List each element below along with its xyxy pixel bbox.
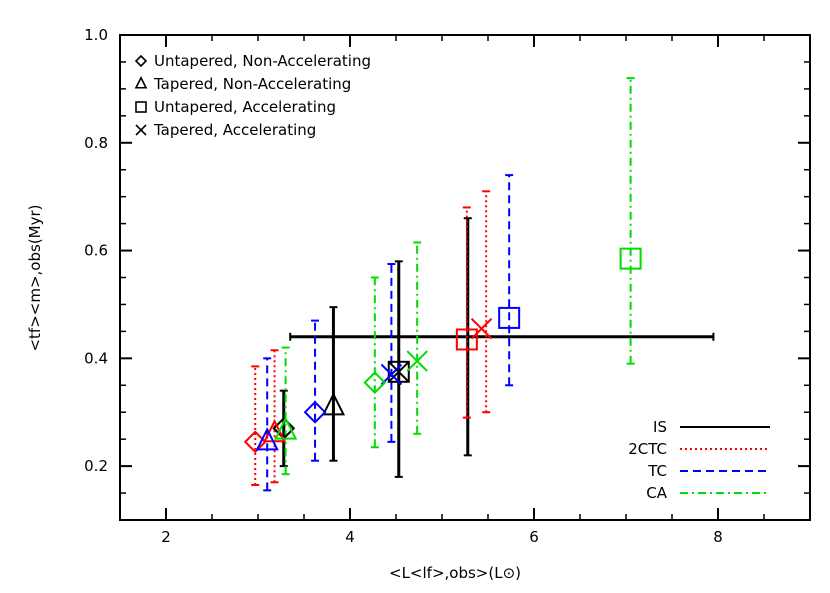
x-tick-label: 8 xyxy=(713,528,723,546)
legend-marker-square xyxy=(135,101,147,113)
x-axis-label: <L<lf>,obs>(L⊙) xyxy=(389,564,521,582)
line-style-legend: IS 2CTC TC CA xyxy=(628,418,770,502)
marker-legend: Untapered, Non-Accelerating Tapered, Non-… xyxy=(134,52,371,139)
point-is-x xyxy=(388,361,410,383)
legend-marker-x xyxy=(135,124,147,136)
point-ca-x-stroke xyxy=(406,350,428,372)
x-tick-label: 4 xyxy=(345,528,355,546)
point-is-triangle xyxy=(321,392,346,416)
point-is-x-stroke xyxy=(388,361,410,383)
point-2ctc-square xyxy=(455,328,478,351)
y-tick-label: 1.0 xyxy=(84,26,108,44)
legend-marker-x-stroke xyxy=(135,124,147,136)
y-tick-label: 0.6 xyxy=(84,242,108,260)
legend-marker-label: Untapered, Accelerating xyxy=(154,98,336,116)
legend-marker-label: Untapered, Non-Accelerating xyxy=(154,52,371,70)
point-ca-x xyxy=(406,350,428,372)
legend-marker-triangle xyxy=(134,75,148,89)
point-tc-diamond xyxy=(303,400,327,424)
point-tc-triangle xyxy=(255,427,279,451)
point-tc-square xyxy=(498,306,521,329)
point-ca-triangle xyxy=(273,416,298,440)
axis-ticks xyxy=(119,34,811,521)
error-bars xyxy=(251,77,715,492)
data-markers xyxy=(243,247,642,454)
y-axis-label: <tf><m>,obs(Myr) xyxy=(26,204,44,351)
y-tick-label: 0.8 xyxy=(84,134,108,152)
point-ca-square xyxy=(619,247,642,270)
legend-series-label: 2CTC xyxy=(628,440,667,458)
x-tick-labels: 2 4 6 8 xyxy=(161,528,723,546)
legend-series-label: IS xyxy=(653,418,667,436)
legend-marker-label: Tapered, Accelerating xyxy=(153,121,316,139)
legend-series-label: CA xyxy=(646,484,667,502)
y-tick-labels: 0.2 0.4 0.6 0.8 1.0 xyxy=(84,26,108,475)
point-ca-diamond xyxy=(363,371,387,394)
legend-marker-diamond xyxy=(134,54,148,68)
y-tick-label: 0.4 xyxy=(84,349,108,367)
point-2ctc-x xyxy=(470,317,493,340)
x-tick-label: 6 xyxy=(529,528,539,546)
point-2ctc-x-stroke xyxy=(470,317,493,340)
y-tick-label: 0.2 xyxy=(84,457,108,475)
legend-series-label: TC xyxy=(647,462,667,480)
x-tick-label: 2 xyxy=(161,528,171,546)
legend-marker-label: Tapered, Non-Accelerating xyxy=(153,75,351,93)
